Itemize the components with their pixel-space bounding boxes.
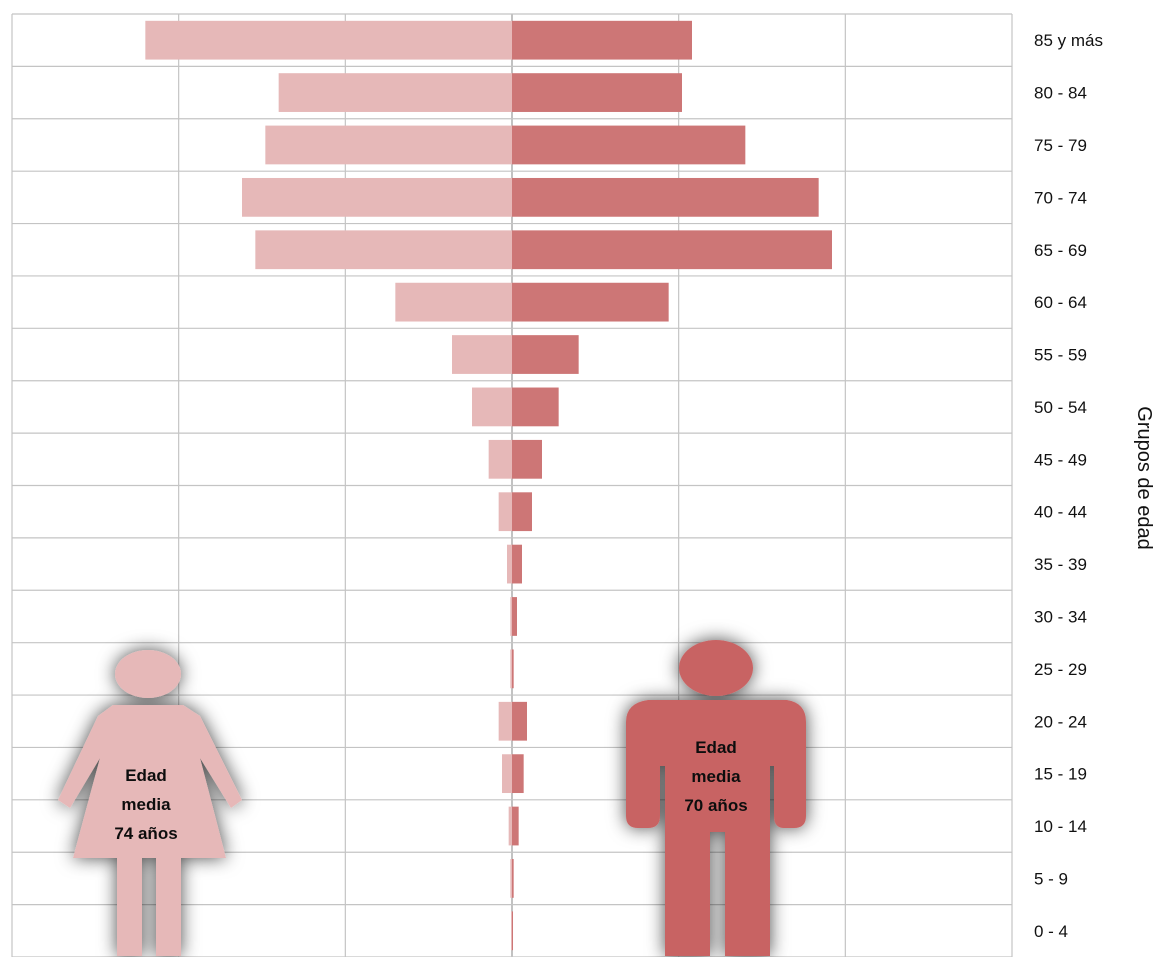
male-bar-45-49 (512, 439, 542, 479)
tick-labels: 85 y más 80 - 84 75 - 79 70 - 74 65 - 69 60 -… (1034, 31, 1103, 941)
female-bar-80-84 (278, 73, 512, 112)
male-bar-5-9 (512, 859, 514, 898)
male-bar-25-29 (512, 649, 514, 689)
male-figure-icon: Edad media 70 años (626, 640, 806, 956)
female-bar-20-24 (498, 701, 512, 741)
male-bar-35-39 (512, 544, 522, 584)
female-bar-45-49 (488, 439, 512, 479)
y-tick-label: 20 - 24 (1034, 712, 1087, 731)
female-bar-0-4 (511, 911, 512, 951)
male-bar-10-14 (512, 806, 519, 846)
y-tick-label: 5 - 9 (1034, 869, 1068, 888)
male-bar-80-84 (512, 73, 682, 112)
female-bar-25-29 (510, 649, 512, 689)
female-bar-5-9 (510, 859, 512, 898)
female-bar-60-64 (395, 282, 512, 322)
y-tick-label: 60 - 64 (1034, 293, 1087, 312)
y-tick-label: 40 - 44 (1034, 503, 1087, 522)
female-figure-icon: Edad media 74 años (58, 650, 242, 956)
male-bar-65-69 (512, 230, 832, 270)
male-bar-75-79 (512, 125, 746, 165)
male-bar-30-34 (512, 597, 517, 636)
y-tick-label: 45 - 49 (1034, 450, 1087, 469)
male-age-label-line1: Edad (695, 738, 737, 757)
male-bar-50-54 (512, 387, 559, 427)
female-age-label-line3: 74 años (114, 824, 177, 843)
y-tick-label: 70 - 74 (1034, 188, 1087, 207)
female-bar-85-y-m-s (145, 20, 513, 60)
female-bar-65-69 (255, 230, 513, 270)
y-tick-label: 85 y más (1034, 31, 1103, 50)
male-bar-55-59 (512, 335, 579, 374)
y-tick-label: 80 - 84 (1034, 84, 1087, 103)
female-bar-35-39 (507, 544, 512, 584)
female-bar-70-74 (242, 177, 512, 217)
male-age-label-line3: 70 años (684, 796, 747, 815)
bars (145, 20, 832, 951)
y-tick-label: 15 - 19 (1034, 765, 1087, 784)
y-tick-label: 25 - 29 (1034, 660, 1087, 679)
female-age-label-line2: media (121, 795, 171, 814)
male-bar-0-4 (512, 911, 513, 951)
male-bar-20-24 (512, 701, 527, 741)
y-tick-label: 35 - 39 (1034, 555, 1087, 574)
y-tick-label: 0 - 4 (1034, 922, 1068, 941)
y-tick-label: 55 - 59 (1034, 346, 1087, 365)
male-bar-40-44 (512, 492, 532, 532)
y-tick-label: 30 - 34 (1034, 607, 1087, 626)
male-bar-70-74 (512, 177, 819, 217)
male-bar-60-64 (512, 282, 669, 322)
female-bar-50-54 (472, 387, 512, 427)
female-bar-10-14 (508, 806, 512, 846)
y-tick-label: 50 - 54 (1034, 398, 1087, 417)
female-bar-40-44 (498, 492, 512, 532)
female-bar-15-19 (502, 754, 512, 794)
y-tick-label: 75 - 79 (1034, 136, 1087, 155)
female-age-label-line1: Edad (125, 766, 167, 785)
y-tick-label: 10 - 14 (1034, 817, 1087, 836)
female-bar-55-59 (452, 335, 512, 374)
male-age-label-line2: media (691, 767, 741, 786)
female-bar-75-79 (265, 125, 512, 165)
male-bar-15-19 (512, 754, 524, 794)
male-bar-85-y-m-s (512, 20, 692, 60)
y-tick-label: 65 - 69 (1034, 241, 1087, 260)
grid (11, 13, 1013, 957)
y-axis-label: Grupos de edad (1133, 406, 1155, 549)
female-bar-30-34 (510, 597, 512, 636)
